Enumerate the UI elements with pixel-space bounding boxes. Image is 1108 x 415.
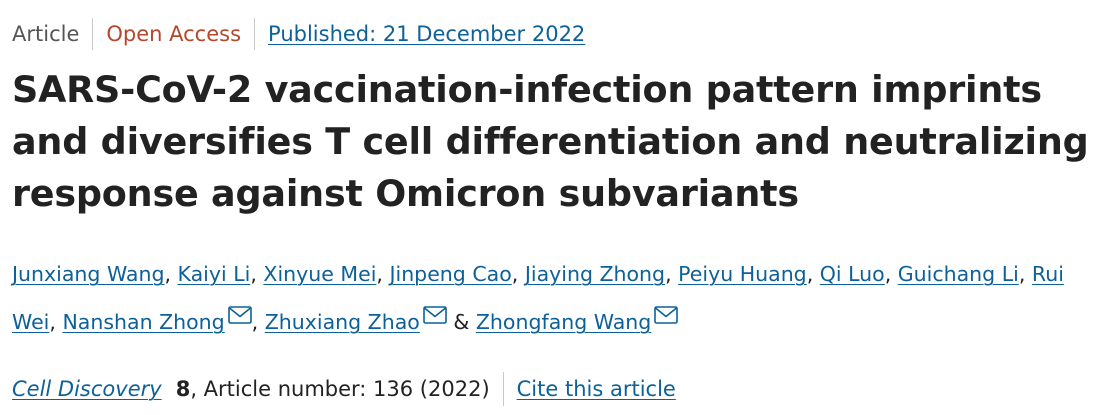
- author-list: Junxiang Wang, Kaiyi Li, Xinyue Mei, Jin…: [12, 250, 1096, 346]
- author-separator: ,: [511, 262, 519, 286]
- meta-divider: [254, 18, 256, 50]
- author-link[interactable]: Guichang Li: [897, 262, 1019, 286]
- cite-this-article-link[interactable]: Cite this article: [516, 377, 676, 401]
- author-link[interactable]: Zhuxiang Zhao: [264, 310, 420, 334]
- author-separator: ,: [49, 310, 56, 334]
- author-separator: ,: [806, 262, 814, 286]
- author-link[interactable]: Junxiang Wang: [12, 262, 165, 286]
- author-link[interactable]: Peiyu Huang: [678, 262, 807, 286]
- citation-divider: [502, 372, 504, 406]
- journal-link[interactable]: Cell Discovery: [12, 377, 162, 401]
- author-link[interactable]: Nanshan Zhong: [62, 310, 225, 334]
- author-separator: ,: [251, 310, 259, 334]
- author-link[interactable]: Qi Luo: [819, 262, 885, 286]
- author-link[interactable]: Jinpeng Cao: [389, 262, 512, 286]
- meta-divider: [92, 18, 94, 50]
- citation-row: Cell Discovery 8, Article number: 136 (2…: [12, 369, 676, 409]
- author-link[interactable]: Zhongfang Wang: [475, 310, 652, 334]
- author-link[interactable]: Rui Wei: [12, 262, 1064, 334]
- author-separator: ,: [164, 262, 171, 286]
- author-link[interactable]: Jiaying Zhong: [524, 262, 666, 286]
- author-separator: ,: [665, 262, 672, 286]
- author-separator: ,: [250, 262, 257, 286]
- author-link[interactable]: Kaiyi Li: [177, 262, 251, 286]
- article-type: Article: [12, 22, 80, 46]
- envelope-icon[interactable]: [227, 306, 252, 324]
- article-number: , Article number: 136 (2022): [190, 377, 490, 401]
- envelope-icon[interactable]: [423, 306, 447, 324]
- author-separator: ,: [376, 262, 383, 286]
- author-link[interactable]: Xinyue Mei: [263, 262, 377, 286]
- open-access-label: Open Access: [106, 22, 242, 46]
- published-date-link[interactable]: Published: 21 December 2022: [268, 22, 586, 46]
- volume-number: 8: [175, 377, 191, 401]
- author-separator: ,: [884, 262, 892, 286]
- article-title: SARS-CoV-2 vaccination-infection pattern…: [12, 68, 1089, 215]
- author-separator: ,: [1018, 262, 1026, 286]
- author-final-separator: &: [453, 310, 470, 334]
- article-meta-row: Article Open Access Published: 21 Decemb…: [12, 17, 598, 51]
- envelope-icon[interactable]: [654, 306, 679, 324]
